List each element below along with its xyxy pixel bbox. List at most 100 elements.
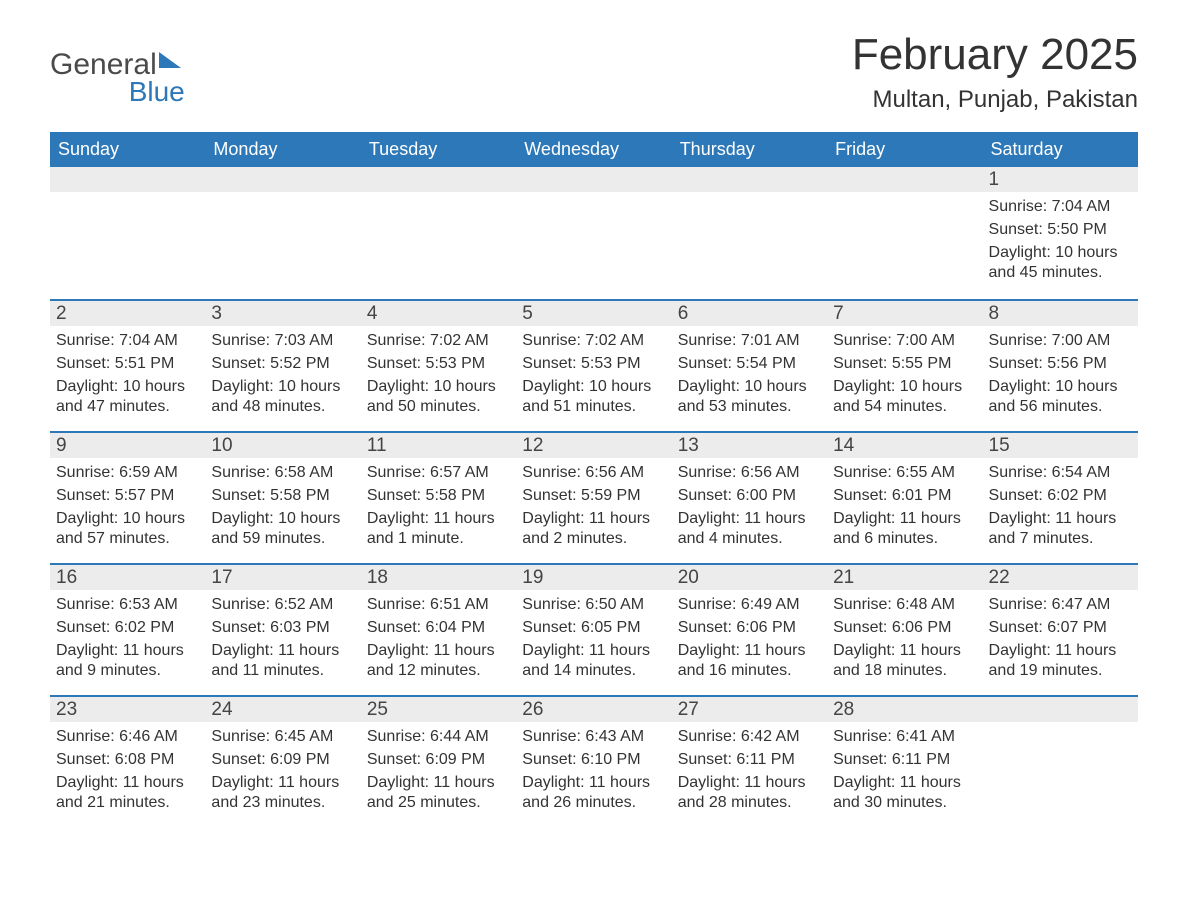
sunset-text: Sunset: 6:01 PM xyxy=(833,486,976,507)
day-number: 6 xyxy=(672,301,827,326)
sunset-text: Sunset: 6:10 PM xyxy=(522,750,665,771)
day-number: 26 xyxy=(516,697,671,722)
day-body: Sunrise: 7:02 AMSunset: 5:53 PMDaylight:… xyxy=(516,326,671,430)
daylight-text: Daylight: 10 hours and 47 minutes. xyxy=(56,377,199,419)
sunset-text: Sunset: 6:06 PM xyxy=(833,618,976,639)
daylight-text: Daylight: 10 hours and 45 minutes. xyxy=(989,243,1132,285)
day-number xyxy=(516,167,671,192)
day-number xyxy=(205,167,360,192)
day-body: Sunrise: 6:46 AMSunset: 6:08 PMDaylight:… xyxy=(50,722,205,826)
day-cell xyxy=(205,167,360,299)
sunrise-text: Sunrise: 7:00 AM xyxy=(833,331,976,352)
day-number: 1 xyxy=(983,167,1138,192)
day-cell: 4Sunrise: 7:02 AMSunset: 5:53 PMDaylight… xyxy=(361,301,516,431)
day-number: 20 xyxy=(672,565,827,590)
day-number: 28 xyxy=(827,697,982,722)
day-cell xyxy=(361,167,516,299)
day-cell: 7Sunrise: 7:00 AMSunset: 5:55 PMDaylight… xyxy=(827,301,982,431)
header: General Blue February 2025 Multan, Punja… xyxy=(50,30,1138,114)
day-number: 17 xyxy=(205,565,360,590)
day-cell: 6Sunrise: 7:01 AMSunset: 5:54 PMDaylight… xyxy=(672,301,827,431)
day-number: 9 xyxy=(50,433,205,458)
day-number: 7 xyxy=(827,301,982,326)
day-cell: 12Sunrise: 6:56 AMSunset: 5:59 PMDayligh… xyxy=(516,433,671,563)
daylight-text: Daylight: 11 hours and 2 minutes. xyxy=(522,509,665,551)
sunrise-text: Sunrise: 7:03 AM xyxy=(211,331,354,352)
day-cell: 25Sunrise: 6:44 AMSunset: 6:09 PMDayligh… xyxy=(361,697,516,827)
day-body: Sunrise: 6:52 AMSunset: 6:03 PMDaylight:… xyxy=(205,590,360,694)
day-body: Sunrise: 6:56 AMSunset: 5:59 PMDaylight:… xyxy=(516,458,671,562)
day-number: 27 xyxy=(672,697,827,722)
day-body: Sunrise: 6:58 AMSunset: 5:58 PMDaylight:… xyxy=(205,458,360,562)
sunset-text: Sunset: 5:58 PM xyxy=(367,486,510,507)
sunset-text: Sunset: 5:57 PM xyxy=(56,486,199,507)
day-number: 8 xyxy=(983,301,1138,326)
day-cell: 21Sunrise: 6:48 AMSunset: 6:06 PMDayligh… xyxy=(827,565,982,695)
sunset-text: Sunset: 6:09 PM xyxy=(367,750,510,771)
day-number: 16 xyxy=(50,565,205,590)
day-number xyxy=(672,167,827,192)
daylight-text: Daylight: 11 hours and 11 minutes. xyxy=(211,641,354,683)
day-of-week-header: Sunday Monday Tuesday Wednesday Thursday… xyxy=(50,132,1138,167)
sunrise-text: Sunrise: 7:04 AM xyxy=(56,331,199,352)
day-body: Sunrise: 6:45 AMSunset: 6:09 PMDaylight:… xyxy=(205,722,360,826)
day-body: Sunrise: 6:56 AMSunset: 6:00 PMDaylight:… xyxy=(672,458,827,562)
day-number: 15 xyxy=(983,433,1138,458)
dow-thursday: Thursday xyxy=(672,132,827,167)
day-cell: 2Sunrise: 7:04 AMSunset: 5:51 PMDaylight… xyxy=(50,301,205,431)
day-cell xyxy=(983,697,1138,827)
day-number: 11 xyxy=(361,433,516,458)
sunset-text: Sunset: 5:59 PM xyxy=(522,486,665,507)
daylight-text: Daylight: 11 hours and 9 minutes. xyxy=(56,641,199,683)
day-number: 19 xyxy=(516,565,671,590)
weeks-container: 1Sunrise: 7:04 AMSunset: 5:50 PMDaylight… xyxy=(50,167,1138,827)
day-cell: 22Sunrise: 6:47 AMSunset: 6:07 PMDayligh… xyxy=(983,565,1138,695)
day-cell: 1Sunrise: 7:04 AMSunset: 5:50 PMDaylight… xyxy=(983,167,1138,299)
day-cell: 24Sunrise: 6:45 AMSunset: 6:09 PMDayligh… xyxy=(205,697,360,827)
day-cell: 17Sunrise: 6:52 AMSunset: 6:03 PMDayligh… xyxy=(205,565,360,695)
day-number xyxy=(827,167,982,192)
day-body xyxy=(827,192,982,282)
day-body: Sunrise: 6:41 AMSunset: 6:11 PMDaylight:… xyxy=(827,722,982,826)
day-number: 12 xyxy=(516,433,671,458)
day-number xyxy=(361,167,516,192)
week-row: 23Sunrise: 6:46 AMSunset: 6:08 PMDayligh… xyxy=(50,695,1138,827)
sunset-text: Sunset: 5:54 PM xyxy=(678,354,821,375)
sunset-text: Sunset: 5:52 PM xyxy=(211,354,354,375)
daylight-text: Daylight: 10 hours and 50 minutes. xyxy=(367,377,510,419)
sunrise-text: Sunrise: 6:47 AM xyxy=(989,595,1132,616)
title-block: February 2025 Multan, Punjab, Pakistan xyxy=(852,30,1138,114)
dow-monday: Monday xyxy=(205,132,360,167)
day-number: 13 xyxy=(672,433,827,458)
daylight-text: Daylight: 10 hours and 54 minutes. xyxy=(833,377,976,419)
sunset-text: Sunset: 5:50 PM xyxy=(989,220,1132,241)
sunrise-text: Sunrise: 6:54 AM xyxy=(989,463,1132,484)
sunrise-text: Sunrise: 6:43 AM xyxy=(522,727,665,748)
sunset-text: Sunset: 6:00 PM xyxy=(678,486,821,507)
day-cell: 14Sunrise: 6:55 AMSunset: 6:01 PMDayligh… xyxy=(827,433,982,563)
sunrise-text: Sunrise: 6:55 AM xyxy=(833,463,976,484)
sunrise-text: Sunrise: 6:56 AM xyxy=(522,463,665,484)
sunrise-text: Sunrise: 6:50 AM xyxy=(522,595,665,616)
sunrise-text: Sunrise: 6:42 AM xyxy=(678,727,821,748)
sunrise-text: Sunrise: 6:45 AM xyxy=(211,727,354,748)
day-cell: 20Sunrise: 6:49 AMSunset: 6:06 PMDayligh… xyxy=(672,565,827,695)
day-cell xyxy=(516,167,671,299)
day-cell: 28Sunrise: 6:41 AMSunset: 6:11 PMDayligh… xyxy=(827,697,982,827)
day-body: Sunrise: 6:42 AMSunset: 6:11 PMDaylight:… xyxy=(672,722,827,826)
day-body: Sunrise: 6:43 AMSunset: 6:10 PMDaylight:… xyxy=(516,722,671,826)
day-cell: 10Sunrise: 6:58 AMSunset: 5:58 PMDayligh… xyxy=(205,433,360,563)
sunrise-text: Sunrise: 6:59 AM xyxy=(56,463,199,484)
day-body: Sunrise: 7:00 AMSunset: 5:56 PMDaylight:… xyxy=(983,326,1138,430)
day-body: Sunrise: 6:54 AMSunset: 6:02 PMDaylight:… xyxy=(983,458,1138,562)
daylight-text: Daylight: 11 hours and 18 minutes. xyxy=(833,641,976,683)
sunrise-text: Sunrise: 6:46 AM xyxy=(56,727,199,748)
week-row: 16Sunrise: 6:53 AMSunset: 6:02 PMDayligh… xyxy=(50,563,1138,695)
sunset-text: Sunset: 6:05 PM xyxy=(522,618,665,639)
daylight-text: Daylight: 11 hours and 21 minutes. xyxy=(56,773,199,815)
sunset-text: Sunset: 6:08 PM xyxy=(56,750,199,771)
daylight-text: Daylight: 11 hours and 14 minutes. xyxy=(522,641,665,683)
dow-friday: Friday xyxy=(827,132,982,167)
sunset-text: Sunset: 5:51 PM xyxy=(56,354,199,375)
daylight-text: Daylight: 11 hours and 12 minutes. xyxy=(367,641,510,683)
